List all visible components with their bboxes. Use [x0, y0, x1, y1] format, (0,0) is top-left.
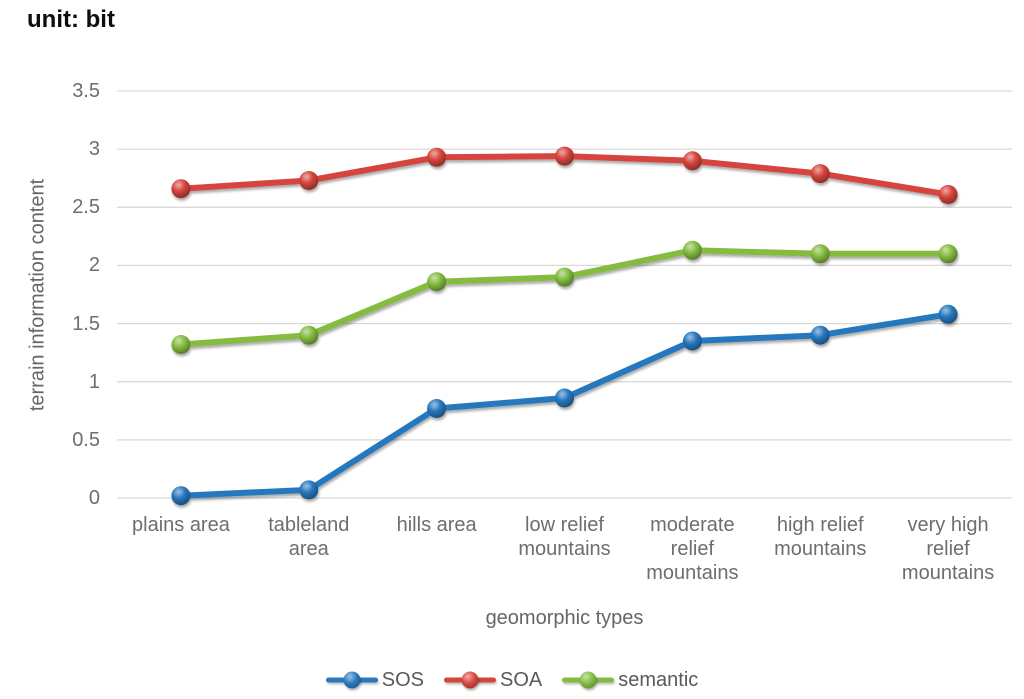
y-tick-label: 2.5	[72, 196, 100, 219]
series-SOA	[171, 146, 958, 204]
legend-ball-icon	[343, 671, 361, 689]
x-category-label: low relief mountains	[518, 514, 611, 560]
semantic-marker	[810, 244, 830, 264]
SOS-marker	[427, 399, 447, 418]
SOS-marker	[171, 486, 191, 506]
legend-marker-icon	[562, 665, 615, 695]
semantic-marker	[299, 325, 319, 345]
legend-item-SOS: SOS	[325, 665, 424, 695]
SOS-marker	[938, 304, 958, 324]
series-SOS	[171, 304, 958, 506]
SOA-marker	[171, 179, 191, 199]
y-tick-label: 0	[88, 487, 100, 509]
semantic-marker	[427, 272, 447, 292]
y-tick-label: 3	[88, 138, 100, 161]
unit-label: unit: bit	[27, 6, 115, 33]
y-tick-label: 0.5	[72, 428, 100, 451]
legend-marker-icon	[443, 665, 496, 695]
y-tick-label: 1.5	[72, 312, 100, 335]
SOA-marker	[427, 147, 447, 167]
x-category-label: tableland area	[268, 514, 350, 560]
plot-area	[117, 90, 1012, 506]
legend-label: SOA	[499, 668, 543, 691]
x-category-label: hills area	[396, 514, 477, 536]
semantic-marker	[938, 244, 958, 264]
x-category-label: moderate relief mountains	[646, 514, 739, 584]
legend-item-SOA: SOA	[443, 665, 543, 695]
SOA-marker	[555, 146, 574, 166]
x-category-label: very high relief mountains	[901, 514, 995, 584]
legend-item-semantic: semantic	[562, 665, 698, 695]
SOA-marker	[810, 164, 830, 184]
y-tick-label: 1	[88, 370, 100, 393]
legend-ball-icon	[461, 671, 479, 689]
SOA-marker	[938, 185, 958, 204]
SOS-marker	[299, 480, 319, 500]
semantic-marker	[555, 267, 574, 287]
legend-ball-icon	[579, 671, 597, 689]
semantic-marker	[171, 335, 191, 354]
x-category-label: high relief mountains	[774, 514, 867, 560]
x-category-label: plains area	[132, 514, 230, 536]
SOA-marker	[682, 151, 702, 171]
y-tick-label: 2	[88, 254, 100, 277]
legend-marker-icon	[325, 665, 378, 695]
legend-label: SOS	[381, 668, 424, 691]
legend-label: semantic	[618, 668, 699, 691]
y-tick-label: 3.5	[72, 80, 100, 102]
SOA-marker	[299, 171, 319, 190]
SOS-marker	[682, 331, 702, 351]
legend: SOS SOA semantic	[0, 665, 1024, 695]
SOS-marker	[810, 325, 830, 345]
SOS-marker	[555, 388, 574, 408]
series-semantic	[171, 240, 958, 354]
x-axis-title: geomorphic types	[485, 607, 644, 629]
semantic-marker	[682, 240, 702, 260]
